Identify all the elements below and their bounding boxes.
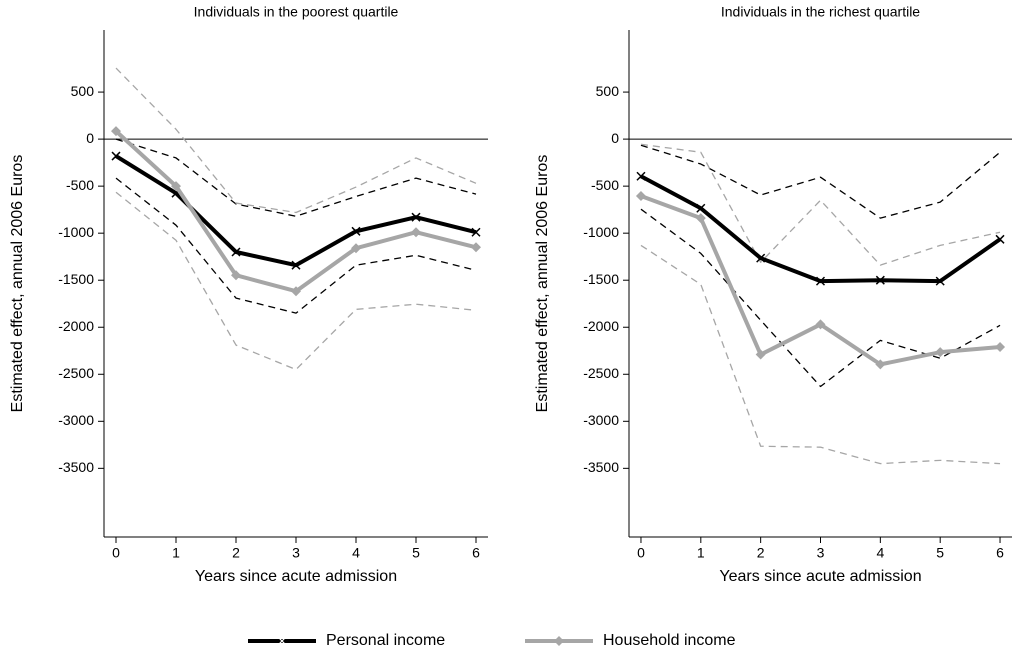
confidence-line: [640, 144, 1001, 219]
marker: [815, 319, 826, 330]
panel: Individuals in the poorest quartile Years…: [9, 4, 488, 585]
marker: [875, 275, 885, 285]
marker: [696, 203, 706, 213]
y-tick-label: -1000: [583, 224, 619, 240]
x-tick-label: 0: [112, 545, 120, 561]
y-tick-label: -500: [591, 177, 619, 193]
x-tick-label: 5: [412, 545, 420, 561]
chart-title: Individuals in the poorest quartile: [194, 4, 399, 20]
x-tick-label: 1: [172, 545, 180, 561]
y-tick-label: -1500: [583, 271, 619, 287]
y-tick-label: -3500: [58, 459, 94, 475]
series-line: [114, 154, 477, 268]
x-tick-label: 4: [876, 545, 884, 561]
legend: Personal income Household income: [248, 632, 736, 649]
x-axis-label: Years since acute admission: [719, 568, 921, 585]
marker: [351, 243, 361, 254]
marker: [755, 349, 766, 360]
x-tick-label: 3: [817, 545, 825, 561]
marker: [471, 242, 481, 253]
marker: [875, 359, 886, 370]
x-axis-label: Years since acute admission: [195, 568, 397, 585]
x-tick-label: 2: [232, 545, 240, 561]
y-tick-label: -3500: [583, 459, 619, 475]
marker: [291, 260, 301, 270]
y-tick-label: -1000: [58, 224, 94, 240]
y-tick-label: 500: [71, 83, 95, 99]
confidence-line: [640, 244, 1001, 465]
y-axis-label: Estimated effect, annual 2006 Euros: [9, 155, 26, 413]
y-tick-label: -2000: [58, 318, 94, 334]
series-line: [114, 129, 477, 294]
marker: [411, 227, 421, 238]
marker: [231, 270, 241, 281]
legend-label: Household income: [603, 632, 736, 649]
panel: Individuals in the richest quartile Years…: [534, 4, 1012, 585]
x-tick-label: 0: [637, 545, 645, 561]
x-tick-label: 6: [996, 545, 1004, 561]
marker: [411, 212, 421, 222]
x-tick-label: 4: [352, 545, 360, 561]
y-tick-label: -500: [66, 177, 94, 193]
x-tick-label: 2: [757, 545, 765, 561]
y-tick-label: -2500: [583, 365, 619, 381]
y-tick-label: -2000: [583, 318, 619, 334]
y-tick-label: -3000: [583, 412, 619, 428]
marker: [171, 181, 181, 192]
marker: [935, 276, 945, 286]
marker: [995, 341, 1006, 352]
y-tick-label: -2500: [58, 365, 94, 381]
marker: [695, 213, 706, 224]
marker: [111, 126, 121, 137]
legend-label: Personal income: [326, 632, 445, 649]
x-tick-label: 3: [292, 545, 300, 561]
marker: [935, 347, 946, 358]
marker: [636, 171, 646, 181]
marker: [635, 191, 646, 202]
legend-marker: [554, 636, 564, 646]
x-tick-label: 5: [936, 545, 944, 561]
confidence-line: [115, 191, 477, 371]
y-tick-label: 0: [611, 130, 619, 146]
y-tick-label: -3000: [58, 412, 94, 428]
series-line: [640, 174, 1002, 284]
marker: [756, 253, 766, 263]
marker: [815, 276, 826, 286]
marker: [231, 247, 241, 257]
confidence-line: [640, 143, 1001, 266]
marker: [351, 226, 361, 236]
marker: [995, 234, 1005, 244]
confidence-line: [640, 208, 1001, 388]
x-tick-label: 6: [472, 545, 480, 561]
y-axis-label: Estimated effect, annual 2006 Euros: [534, 155, 551, 413]
chart-title: Individuals in the richest quartile: [721, 4, 920, 20]
x-tick-label: 1: [697, 545, 705, 561]
confidence-line: [115, 67, 477, 214]
confidence-line: [115, 138, 477, 217]
legend-marker: [277, 636, 287, 646]
y-tick-label: -1500: [58, 271, 94, 287]
confidence-line: [115, 177, 477, 314]
marker: [291, 286, 301, 297]
marker: [471, 227, 481, 237]
y-tick-label: 0: [86, 130, 94, 146]
y-tick-label: 500: [596, 83, 620, 99]
marker: [111, 151, 121, 161]
